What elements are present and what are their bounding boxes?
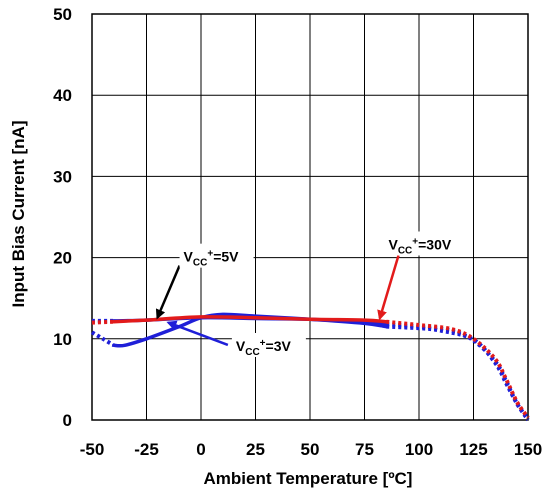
series-vcc3v-dotted-right [386, 324, 530, 422]
plot-series [90, 312, 530, 422]
annotation-arrow-3v [166, 320, 229, 347]
annotation-box-30v [384, 231, 471, 256]
x-tick-label: 150 [514, 440, 542, 459]
annotation-arrow-5v [155, 265, 181, 320]
annotation-label-5v: VCC+=5V [184, 249, 240, 269]
y-tick-label: 30 [53, 167, 72, 186]
tick-labels: -50 -25 0 25 50 75 100 125 150 0 10 20 30 40 50 [53, 5, 542, 459]
y-tick-label: 50 [53, 5, 72, 24]
x-tick-label: 50 [301, 440, 320, 459]
annotation-box-3v [231, 332, 306, 357]
y-tick-label: 40 [53, 86, 72, 105]
annotation-label-30v: VCC+=30V [388, 236, 451, 256]
x-tick-label: 25 [246, 440, 265, 459]
x-tick-label: 100 [405, 440, 433, 459]
x-tick-label: -25 [134, 440, 159, 459]
series-vcc30v-dotted-right [386, 319, 530, 419]
x-tick-label: 125 [459, 440, 487, 459]
y-tick-label: 20 [53, 249, 72, 268]
x-tick-label: 75 [355, 440, 374, 459]
series-vcc3v-dotted-left [90, 330, 115, 348]
plot-frame [91, 13, 529, 421]
annotations: VCC+=5V VCC+=30V VCC+=3V [155, 231, 471, 358]
series-vcc30v-dotted-left [91, 319, 114, 325]
y-tick-label: 0 [63, 411, 72, 430]
series-vcc30v-line [112, 315, 389, 324]
y-tick-label: 10 [53, 330, 72, 349]
annotation-arrow-30v [377, 255, 400, 321]
x-tick-label: 0 [196, 440, 205, 459]
grid [91, 13, 529, 421]
x-tick-label: -50 [80, 440, 105, 459]
annotation-label-3v: VCC+=3V [236, 338, 292, 358]
x-axis-title: Ambient Temperature [ºC] [204, 469, 413, 488]
annotation-box-5v [179, 243, 254, 268]
y-axis-title: Input Bias Current [nA] [9, 121, 28, 308]
